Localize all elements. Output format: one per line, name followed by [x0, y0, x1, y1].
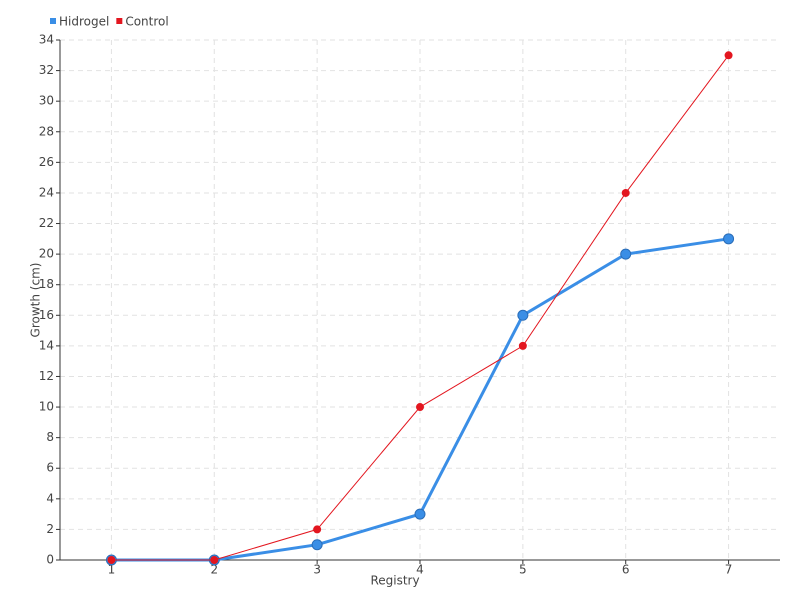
data-point [210, 556, 219, 564]
x-tick-label: 1 [108, 563, 116, 577]
y-tick-label: 24 [39, 185, 54, 199]
y-tick-label: 14 [39, 338, 54, 352]
data-point [311, 539, 323, 551]
y-tick-label: 10 [39, 400, 54, 414]
x-tick-label: 4 [416, 563, 424, 577]
x-axis-label: Registry [370, 574, 419, 588]
y-tick-label: 30 [39, 94, 54, 108]
data-point [414, 508, 426, 520]
y-tick-label: 0 [46, 553, 54, 567]
legend-swatch [50, 18, 56, 24]
data-point [620, 248, 632, 260]
y-tick-label: 32 [39, 63, 54, 77]
y-tick-label: 8 [46, 430, 54, 444]
x-tick-label: 5 [519, 563, 527, 577]
y-tick-label: 20 [39, 247, 54, 261]
legend-label: Hidrogel [59, 15, 109, 29]
x-tick-label: 2 [210, 563, 218, 577]
y-tick-label: 2 [46, 522, 54, 536]
y-tick-label: 16 [39, 308, 54, 322]
data-point [724, 51, 733, 60]
y-axis-label: Growth (cm) [29, 263, 43, 338]
y-tick-label: 34 [39, 33, 54, 47]
x-tick-label: 6 [622, 563, 630, 577]
y-tick-label: 6 [46, 461, 54, 475]
data-point [723, 233, 735, 245]
data-point [517, 309, 529, 321]
y-tick-label: 22 [39, 216, 54, 230]
data-point [416, 403, 424, 412]
y-tick-label: 26 [39, 155, 54, 169]
legend-label: Control [125, 15, 168, 29]
legend-swatch [116, 18, 123, 24]
data-point [518, 341, 527, 350]
x-tick-label: 3 [313, 563, 321, 577]
data-point [107, 556, 116, 564]
y-tick-label: 18 [39, 277, 54, 291]
y-tick-label: 4 [46, 491, 54, 505]
y-tick-label: 12 [39, 369, 54, 383]
data-point [621, 188, 630, 197]
data-point [313, 525, 322, 534]
y-tick-label: 28 [39, 124, 54, 138]
x-tick-label: 7 [725, 563, 733, 577]
